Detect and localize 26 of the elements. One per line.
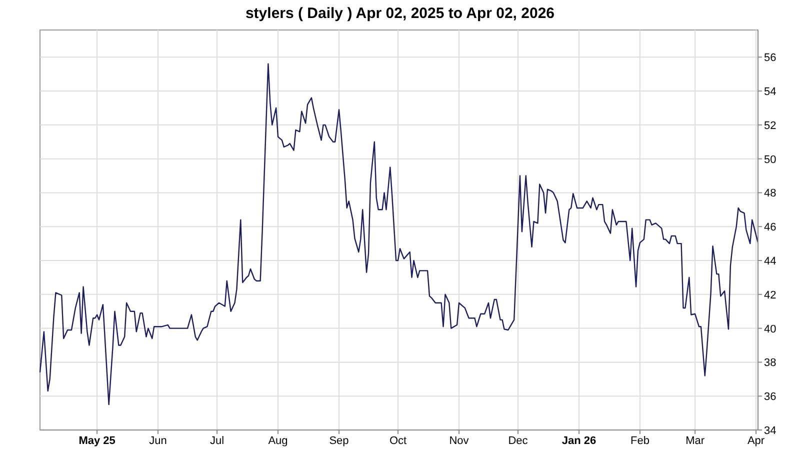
y-tick-label: 56 xyxy=(764,52,776,64)
y-tick-label: 36 xyxy=(764,391,776,404)
y-tick-label: 50 xyxy=(764,154,776,166)
x-tick-label: May 25 xyxy=(78,435,116,447)
x-tick-label: Mar xyxy=(686,435,705,447)
y-tick-label: 52 xyxy=(764,120,776,132)
x-tick-label: Dec xyxy=(508,435,528,447)
x-tick-label: Sep xyxy=(329,435,349,447)
x-tick-label: Jun xyxy=(149,435,167,447)
x-tick-label: Feb xyxy=(630,435,650,447)
chart-title: stylers ( Daily ) Apr 02, 2025 to Apr 02, 2026 xyxy=(245,5,555,22)
x-tick-label: Oct xyxy=(389,435,407,447)
y-tick-label: 48 xyxy=(764,188,776,200)
y-tick-label: 54 xyxy=(764,86,776,98)
x-tick-label: Apr xyxy=(747,435,765,447)
y-tick-label: 44 xyxy=(764,256,776,268)
y-tick-label: 46 xyxy=(764,222,776,234)
x-tick-label: Aug xyxy=(268,435,288,447)
y-tick-label: 40 xyxy=(764,323,776,336)
y-tick-label: 42 xyxy=(764,289,776,302)
x-tick-label: Jul xyxy=(210,435,224,447)
line-series xyxy=(39,63,759,406)
x-tick-label: Jan 26 xyxy=(562,435,596,447)
y-tick-label: 34 xyxy=(764,425,776,437)
x-tick-label: Nov xyxy=(449,435,470,447)
y-tick-label: 38 xyxy=(764,357,776,370)
